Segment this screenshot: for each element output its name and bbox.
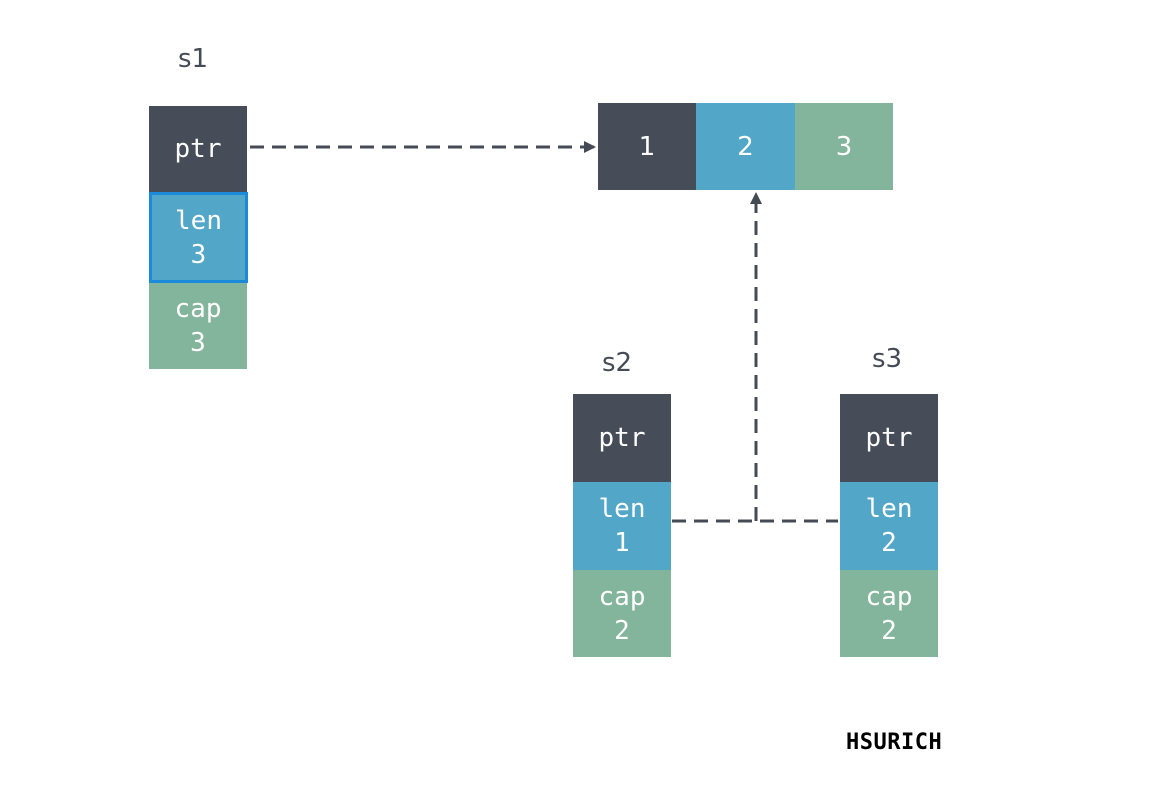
s1-len-cell[interactable]: len 3 <box>149 192 248 283</box>
s2-len-cell: len 1 <box>573 482 671 570</box>
s1-cap-value: 3 <box>190 328 206 358</box>
s1-len-label: len <box>175 205 222 236</box>
s3-cap-value: 2 <box>881 615 897 646</box>
s1-ptr-cell: ptr <box>149 106 247 192</box>
s2-label: s2 <box>602 348 633 378</box>
s3-len-cell: len 2 <box>840 482 938 570</box>
array-element-1: 1 <box>598 103 696 190</box>
s2-cap-cell: cap 2 <box>573 570 671 657</box>
s1-cap-label: cap <box>174 294 222 324</box>
array-element-2: 2 <box>696 103 795 190</box>
watermark-text: HSURICH <box>846 730 943 755</box>
s2-len-value: 1 <box>614 528 630 558</box>
s2-cap-label: cap <box>598 581 646 612</box>
s1-len-value: 3 <box>190 239 207 270</box>
s2-len-label: len <box>598 494 646 524</box>
s3-label: s3 <box>872 344 903 374</box>
s1-cap-cell: cap 3 <box>149 283 247 369</box>
s2-ptr-cell: ptr <box>573 394 671 482</box>
s3-cap-label: cap <box>865 581 913 612</box>
s3-ptr-cell: ptr <box>840 394 938 482</box>
array-element-3: 3 <box>795 103 893 190</box>
s3-len-value: 2 <box>881 528 897 558</box>
s3-len-label: len <box>865 494 913 524</box>
s3-cap-cell: cap 2 <box>840 570 938 657</box>
s2-ptr-label: ptr <box>598 423 646 453</box>
s1-ptr-label: ptr <box>174 134 222 164</box>
s3-ptr-label: ptr <box>865 423 913 453</box>
s1-label: s1 <box>178 44 209 74</box>
s2-cap-value: 2 <box>614 615 630 646</box>
